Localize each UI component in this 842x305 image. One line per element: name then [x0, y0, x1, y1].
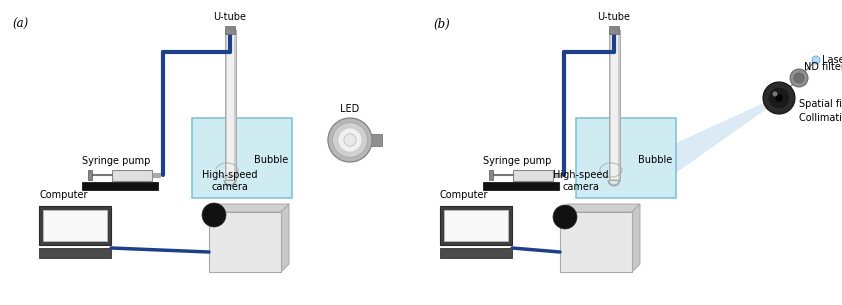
Circle shape	[553, 205, 577, 229]
FancyBboxPatch shape	[112, 170, 152, 181]
FancyBboxPatch shape	[152, 173, 160, 177]
Text: ND filter: ND filter	[804, 62, 842, 72]
FancyBboxPatch shape	[192, 118, 292, 198]
Polygon shape	[209, 204, 289, 212]
FancyBboxPatch shape	[576, 118, 676, 198]
Circle shape	[763, 82, 795, 114]
Circle shape	[333, 122, 368, 158]
Polygon shape	[632, 204, 640, 272]
FancyBboxPatch shape	[483, 182, 559, 190]
FancyBboxPatch shape	[209, 212, 281, 272]
Circle shape	[768, 87, 790, 109]
Text: Syringe pump: Syringe pump	[82, 156, 151, 166]
Text: High-speed
camera: High-speed camera	[202, 170, 258, 192]
FancyBboxPatch shape	[225, 30, 236, 180]
FancyBboxPatch shape	[82, 182, 158, 190]
Text: (b): (b)	[433, 18, 450, 31]
Circle shape	[812, 56, 820, 64]
FancyBboxPatch shape	[513, 170, 553, 181]
FancyBboxPatch shape	[609, 26, 619, 34]
Circle shape	[794, 73, 804, 83]
Circle shape	[344, 134, 356, 146]
FancyBboxPatch shape	[440, 206, 512, 245]
Text: U-tube: U-tube	[598, 12, 631, 22]
Text: Bubble: Bubble	[253, 155, 288, 165]
Text: Computer: Computer	[440, 190, 488, 200]
FancyBboxPatch shape	[560, 212, 632, 272]
Text: Syringe pump: Syringe pump	[483, 156, 552, 166]
Text: U-tube: U-tube	[214, 12, 247, 22]
FancyBboxPatch shape	[226, 31, 233, 179]
Text: Collimating lens: Collimating lens	[799, 113, 842, 123]
FancyBboxPatch shape	[225, 26, 235, 34]
FancyBboxPatch shape	[553, 173, 561, 177]
Polygon shape	[281, 204, 289, 272]
Text: Bubble: Bubble	[637, 155, 672, 165]
Text: (a): (a)	[12, 18, 29, 31]
FancyBboxPatch shape	[489, 170, 493, 180]
FancyBboxPatch shape	[368, 134, 382, 146]
Text: High-speed
camera: High-speed camera	[553, 170, 609, 192]
FancyBboxPatch shape	[39, 248, 111, 258]
Circle shape	[202, 203, 226, 227]
Text: LED: LED	[340, 104, 360, 114]
Text: Laser: Laser	[822, 55, 842, 65]
FancyBboxPatch shape	[43, 210, 107, 241]
Circle shape	[338, 128, 362, 152]
FancyBboxPatch shape	[440, 248, 512, 258]
Polygon shape	[560, 204, 640, 212]
FancyBboxPatch shape	[39, 206, 111, 245]
Circle shape	[328, 118, 372, 162]
FancyBboxPatch shape	[609, 30, 620, 180]
Text: Computer: Computer	[39, 190, 88, 200]
Polygon shape	[676, 96, 779, 173]
FancyBboxPatch shape	[610, 31, 617, 179]
FancyBboxPatch shape	[444, 210, 508, 241]
FancyBboxPatch shape	[88, 170, 92, 180]
Circle shape	[772, 92, 777, 96]
Circle shape	[775, 94, 783, 102]
Circle shape	[790, 69, 808, 87]
Text: Spatial filter: Spatial filter	[799, 99, 842, 109]
